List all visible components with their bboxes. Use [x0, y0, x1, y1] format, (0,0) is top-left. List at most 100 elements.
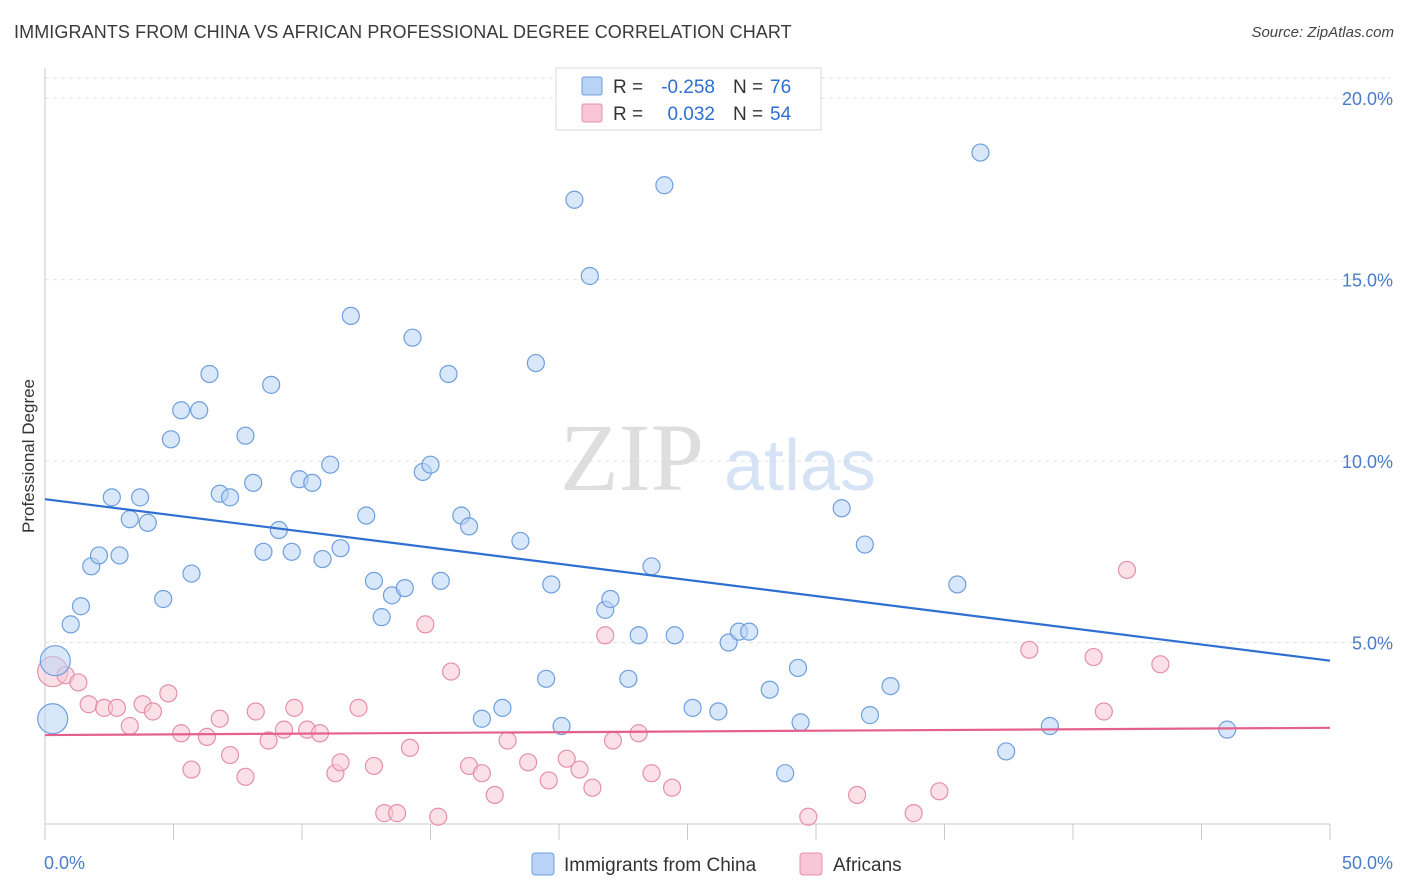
- legend-china-n-value: 76: [770, 77, 791, 98]
- china-point: [526, 353, 545, 373]
- africans-point: [364, 756, 384, 776]
- china-point: [619, 669, 638, 688]
- africans-point: [1094, 702, 1113, 721]
- africans-point: [583, 778, 602, 797]
- china-point: [709, 702, 728, 721]
- china-point: [760, 680, 779, 699]
- africans-point: [182, 760, 201, 779]
- africans-point: [197, 727, 217, 746]
- africans-point: [570, 760, 589, 779]
- africans-point: [259, 731, 278, 750]
- legend-china-n-label: N =: [733, 77, 763, 98]
- china-point: [161, 430, 181, 449]
- china-point: [542, 575, 561, 594]
- china-point: [110, 546, 129, 565]
- china-point: [740, 622, 759, 641]
- africans-point: [159, 684, 178, 703]
- axes: [44, 68, 1331, 840]
- africans-point: [596, 626, 615, 645]
- source-label: Source: ZipAtlas.com: [1251, 24, 1394, 41]
- africans-point: [539, 771, 558, 790]
- china-point: [372, 608, 391, 627]
- legend-china-swatch: [581, 76, 603, 96]
- africans-point: [220, 745, 240, 765]
- africans-point: [210, 709, 229, 728]
- bottom-legend-china-label: Immigrants from China: [564, 855, 757, 876]
- china-point: [881, 676, 900, 696]
- legend-africa-r-value: 0.032: [667, 104, 715, 125]
- africans-point: [498, 731, 517, 750]
- china-point: [511, 531, 530, 551]
- china-point: [182, 564, 201, 583]
- china-point: [220, 488, 240, 507]
- watermark-zip: ZIP: [560, 404, 704, 511]
- china-point: [629, 626, 648, 645]
- china-point: [236, 426, 255, 445]
- china-trend-line: [44, 498, 1331, 662]
- tick-labels: 5.0% 10.0% 15.0% 20.0% 0.0% 50.0%: [44, 89, 1393, 873]
- africans-point: [400, 738, 420, 757]
- china-point: [130, 488, 150, 507]
- legend-africa-n-value: 54: [770, 104, 792, 125]
- china-point: [655, 176, 674, 195]
- africans-point: [69, 673, 88, 692]
- legend-africa-r-label: R =: [613, 104, 643, 125]
- china-point: [855, 535, 874, 554]
- china-point: [190, 401, 209, 420]
- china-point: [303, 473, 322, 492]
- china-point: [776, 764, 795, 783]
- bottom-legend-africa-swatch: [799, 852, 823, 876]
- china-point: [331, 539, 350, 558]
- china-point: [1040, 716, 1059, 736]
- africans-point: [848, 785, 867, 805]
- africans-point: [120, 716, 139, 736]
- china-point: [948, 575, 967, 594]
- china-point: [403, 328, 422, 347]
- china-point: [431, 571, 450, 590]
- bottom-legend-africa-label: Africans: [833, 855, 902, 876]
- africans-point: [143, 702, 163, 721]
- china-point: [200, 364, 219, 384]
- china-point: [832, 499, 851, 518]
- africans-point: [349, 698, 368, 717]
- africans-point: [274, 720, 294, 739]
- x-tick-label: 50.0%: [1342, 853, 1393, 873]
- legend-china-r-label: R =: [613, 77, 643, 98]
- africans-point: [331, 753, 350, 772]
- gridlines: [45, 77, 1390, 644]
- china-point: [439, 364, 458, 384]
- china-point: [154, 589, 173, 609]
- africans-point: [416, 615, 435, 634]
- watermark-atlas: atlas: [724, 426, 876, 506]
- trend-lines: [44, 498, 1331, 737]
- china-point: [172, 401, 191, 420]
- china-point: [971, 143, 990, 162]
- bottom-legend-china-swatch: [531, 852, 555, 876]
- africans-point: [485, 785, 504, 805]
- china-point: [860, 706, 880, 725]
- x-tick-label: 0.0%: [44, 853, 85, 873]
- china-point: [254, 542, 273, 561]
- china-point: [421, 455, 440, 474]
- china-point: [395, 578, 414, 598]
- china-point: [341, 306, 360, 326]
- china-point: [580, 266, 599, 286]
- africans-point: [904, 804, 923, 823]
- africans-point: [662, 778, 682, 797]
- africans-point: [285, 698, 304, 717]
- africans-point: [1151, 655, 1170, 674]
- y-tick-label: 10.0%: [1342, 452, 1393, 472]
- china-point: [282, 542, 301, 561]
- africans-point: [1020, 640, 1039, 659]
- china-point: [244, 473, 263, 492]
- china-point: [61, 615, 80, 634]
- china-point: [472, 709, 491, 728]
- chart-title: IMMIGRANTS FROM CHINA VS AFRICAN PROFESS…: [14, 22, 792, 42]
- africans-point: [642, 764, 661, 783]
- china-point: [537, 669, 556, 688]
- africans-point: [1084, 647, 1103, 667]
- africans-point: [107, 698, 127, 717]
- china-point: [997, 742, 1016, 761]
- china-point: [37, 703, 69, 735]
